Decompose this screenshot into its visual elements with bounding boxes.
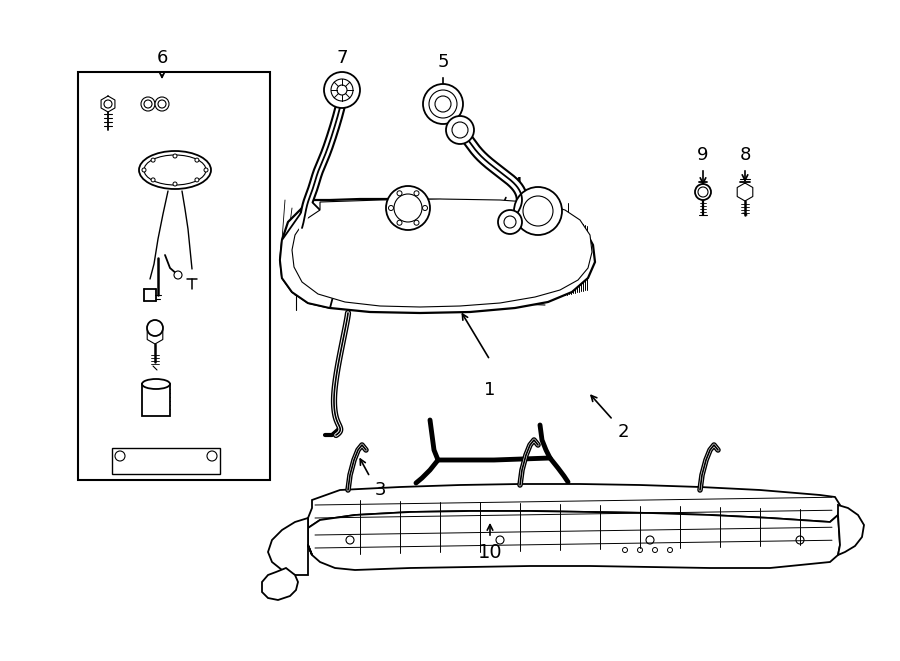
Circle shape: [498, 210, 522, 234]
Text: 2: 2: [617, 423, 629, 441]
Circle shape: [174, 271, 182, 279]
Circle shape: [386, 186, 430, 230]
Polygon shape: [308, 511, 840, 570]
Circle shape: [151, 178, 155, 182]
Polygon shape: [280, 199, 595, 313]
Text: 9: 9: [698, 146, 709, 164]
Polygon shape: [268, 518, 312, 575]
Circle shape: [523, 196, 553, 226]
Circle shape: [435, 96, 451, 112]
Circle shape: [452, 122, 468, 138]
Polygon shape: [280, 200, 340, 308]
Text: 10: 10: [478, 543, 502, 561]
Text: 8: 8: [739, 146, 751, 164]
Polygon shape: [838, 505, 864, 555]
Circle shape: [695, 184, 711, 200]
Circle shape: [397, 220, 402, 225]
Polygon shape: [308, 484, 840, 528]
Text: 1: 1: [484, 381, 496, 399]
Circle shape: [429, 90, 457, 118]
Circle shape: [389, 206, 393, 210]
Ellipse shape: [142, 379, 170, 389]
Text: 3: 3: [374, 481, 386, 499]
Bar: [78, 72, 270, 480]
Circle shape: [337, 85, 347, 95]
Text: 6: 6: [157, 49, 167, 67]
Circle shape: [698, 187, 708, 197]
Circle shape: [422, 206, 427, 210]
Circle shape: [394, 194, 422, 222]
Circle shape: [324, 72, 360, 108]
Circle shape: [195, 158, 199, 162]
Circle shape: [446, 116, 474, 144]
Circle shape: [423, 84, 463, 124]
Circle shape: [414, 220, 419, 225]
Circle shape: [158, 100, 166, 108]
Circle shape: [104, 100, 112, 108]
Circle shape: [144, 100, 152, 108]
Circle shape: [147, 320, 163, 336]
Bar: [112, 448, 220, 474]
Polygon shape: [292, 199, 592, 307]
Circle shape: [397, 191, 402, 196]
Polygon shape: [262, 568, 298, 600]
Text: 5: 5: [437, 53, 449, 71]
Ellipse shape: [144, 155, 206, 185]
Circle shape: [195, 178, 199, 182]
Text: 7: 7: [337, 49, 347, 67]
Circle shape: [151, 158, 155, 162]
Circle shape: [414, 191, 419, 196]
Circle shape: [504, 216, 516, 228]
Circle shape: [141, 97, 155, 111]
Circle shape: [331, 79, 353, 101]
Circle shape: [173, 154, 177, 158]
Text: 4: 4: [511, 176, 523, 194]
Circle shape: [204, 168, 208, 172]
Ellipse shape: [139, 151, 211, 189]
Circle shape: [173, 182, 177, 186]
Circle shape: [142, 168, 146, 172]
Circle shape: [155, 97, 169, 111]
Circle shape: [514, 187, 562, 235]
Bar: [142, 384, 170, 416]
